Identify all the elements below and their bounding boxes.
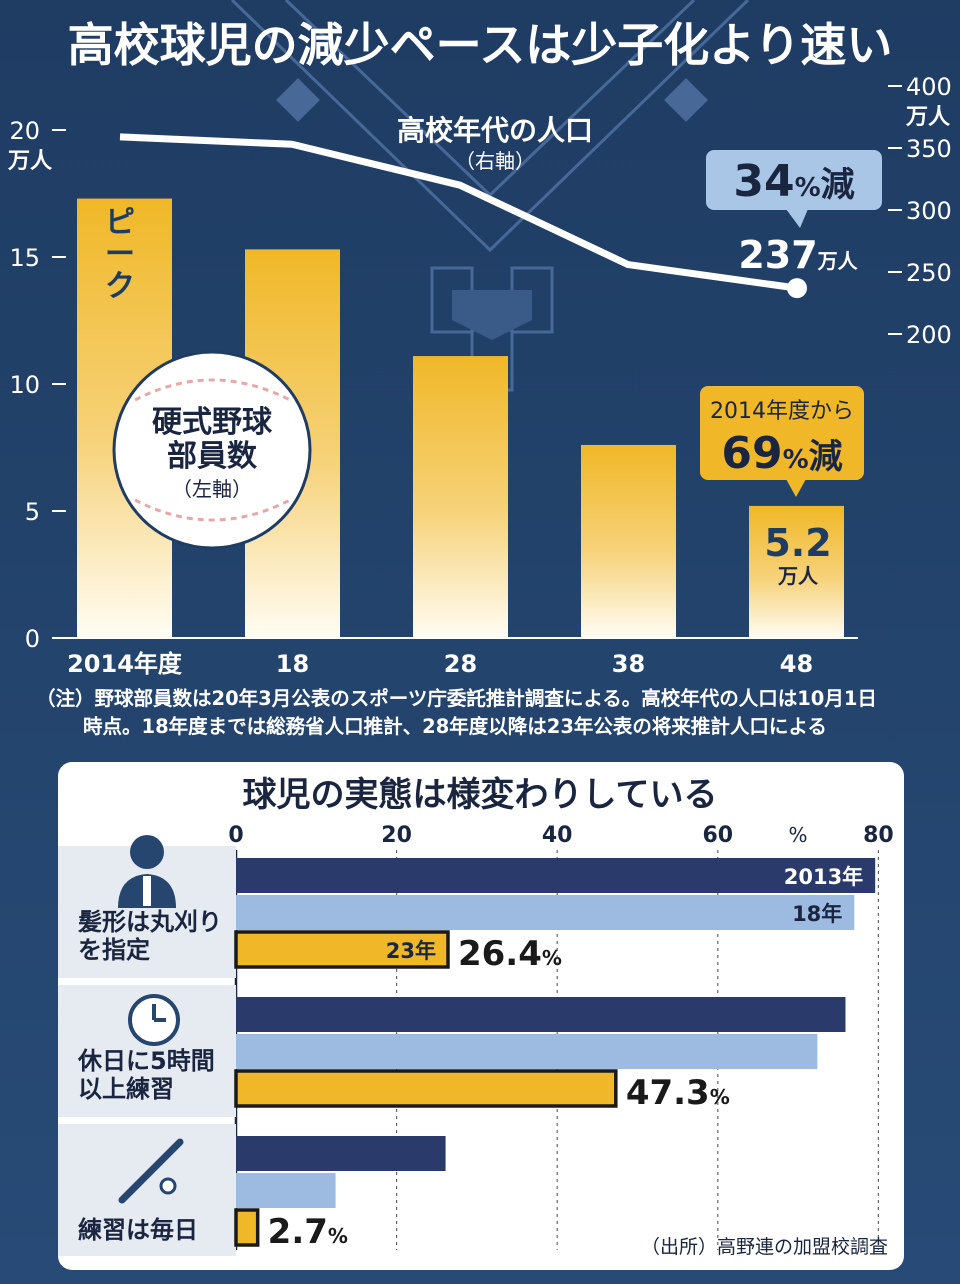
population-line-label: 高校年代の人口 [397, 114, 593, 147]
source-note: （出所）高野連の加盟校調査 [641, 1236, 888, 1258]
player-icon [118, 835, 176, 908]
bottom-bar [236, 895, 855, 930]
top-bars: 2014年度 18 28 38 48 [67, 198, 844, 678]
bottom-tick-label: 0 [228, 823, 243, 848]
series-label: 23年 [386, 939, 436, 963]
category-label: 48 [780, 650, 813, 678]
bars-callout-pct: % [783, 445, 809, 475]
value-label: 26.4% [458, 934, 562, 974]
row-label-text: を指定 [78, 936, 150, 964]
population-line [119, 133, 807, 299]
svg-text:34%減: 34%減 [733, 156, 854, 207]
member-bar [581, 444, 676, 638]
note-line-1: （注）野球部員数は20年3月公表のスポーツ庁委託推計調査による。高校年代の人口は… [36, 687, 877, 710]
category-label: 28 [444, 650, 477, 678]
member-bar [749, 505, 844, 638]
bottom-bar [236, 858, 876, 893]
category-label: 38 [612, 650, 645, 678]
bottom-bar [234, 930, 450, 969]
bottom-tick-label: 80 [863, 823, 894, 848]
right-axis-unit: 万人 [905, 105, 950, 130]
value-label: 2.7% [268, 1212, 348, 1252]
category-label: 18 [276, 650, 309, 678]
baseball-badge: 硬式野球 部員数 （左軸） [112, 350, 312, 550]
bottom-tick-label: 60 [702, 823, 733, 848]
bars-callout-value: 69 [721, 428, 782, 479]
svg-text:ピーク: ピーク [105, 205, 135, 304]
badge-title-line1: 硬式野球 [152, 405, 273, 440]
bottom-bar [234, 1069, 618, 1108]
bottom-bar [234, 1208, 260, 1247]
bottom-bar [236, 1034, 818, 1069]
bottom-bar [236, 1173, 336, 1208]
bottom-title: 球児の実態は様変わりしている [243, 775, 718, 815]
member-bar [413, 356, 508, 638]
left-tick-label: 0 [25, 625, 40, 653]
svg-text:69%減: 69%減 [721, 428, 842, 479]
note-line-2: 時点。18年度までは総務省人口推計、28年度以降は23年公表の将来推計人口による [83, 715, 827, 738]
bars-end-value: 5.2 [764, 521, 831, 565]
bottom-tick-label: 20 [381, 823, 412, 848]
bottom-tick-label: 40 [542, 823, 573, 848]
right-tick-label: 200 [906, 321, 952, 349]
left-tick-label: 10 [9, 371, 40, 399]
population-end-value: 237 [738, 233, 817, 277]
peak-char: ク [105, 269, 135, 304]
series-label: 2013年 [784, 865, 863, 889]
bars-callout-from: 2014年度から [710, 399, 854, 424]
bars-callout-suffix: 減 [809, 437, 843, 477]
right-tick-label: 300 [906, 197, 952, 225]
right-tick-label: 250 [906, 259, 952, 287]
badge-subtitle: （左軸） [172, 477, 252, 501]
left-tick-label: 5 [25, 498, 40, 526]
clock-icon [128, 994, 180, 1046]
right-tick-label: 400 [906, 73, 952, 101]
right-tick-label: 350 [906, 135, 952, 163]
row-label-text: 髪形は丸刈り [77, 908, 222, 936]
row-label-text: 休日に5時間 [77, 1047, 215, 1075]
bottom-unit-label: % [788, 823, 807, 847]
left-tick-label: 15 [9, 244, 40, 272]
row-label-text: 以上練習 [78, 1075, 174, 1103]
population-callout-pct: % [795, 173, 821, 203]
population-polyline [119, 133, 798, 292]
row-label-block [58, 1124, 236, 1256]
population-callout: 34%減 237万人 [706, 150, 882, 277]
left-tick-label: 20 [9, 117, 40, 145]
series-label: 18年 [792, 902, 842, 926]
bars-callout: 2014年度から 69%減 5.2 万人 [700, 386, 864, 588]
population-line-sub: （右軸） [455, 149, 535, 173]
value-label: 47.3% [626, 1073, 730, 1113]
peak-char: ー [105, 237, 135, 272]
population-end-dot [787, 278, 807, 299]
main-title: 高校球児の減少ペースは少子化より速い [68, 18, 893, 72]
left-axis-unit: 万人 [7, 149, 52, 174]
row-label-text: 練習は毎日 [78, 1216, 198, 1244]
svg-text:237万人: 237万人 [738, 233, 858, 277]
population-callout-value: 34 [733, 156, 794, 207]
bars-end-unit: 万人 [777, 564, 819, 588]
peak-label: ピーク [105, 205, 135, 304]
bottom-bar [236, 1136, 446, 1171]
badge-title-line2: 部員数 [167, 439, 258, 474]
peak-char: ピ [105, 205, 135, 240]
bottom-bar [236, 997, 846, 1032]
population-end-unit: 万人 [817, 249, 859, 273]
bottom-bars: 2013年 18年 23年 26.4% 47.3% 2.7% [234, 858, 876, 1252]
category-label: 2014年度 [67, 650, 183, 678]
population-callout-suffix: 減 [821, 165, 855, 205]
bat-ball-icon [118, 1138, 184, 1204]
top-axes: 0 5 10 15 20 万人 200 250 300 350 400 万人 [7, 73, 952, 653]
